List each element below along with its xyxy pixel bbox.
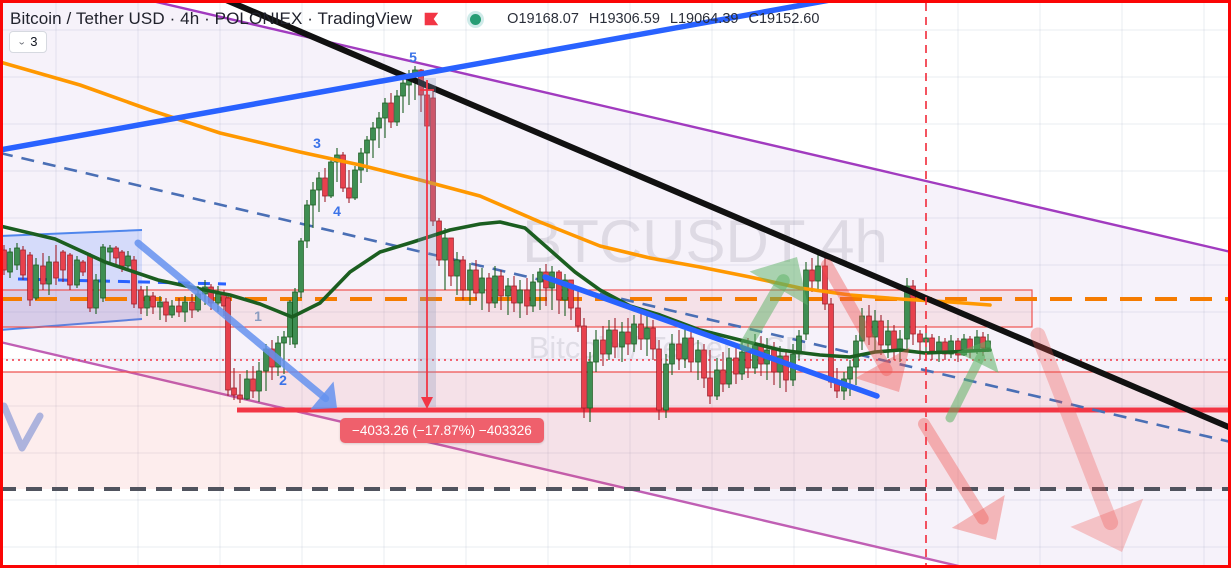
chevron-down-icon: ⌄ [17, 37, 27, 47]
drawings-dropdown-button[interactable]: ⌄ 3 [9, 31, 48, 53]
drawings-count: 3 [30, 34, 38, 49]
green-up-arrow-small-head [956, 340, 999, 374]
wave-label-2: 2 [279, 372, 287, 388]
wave-label-4: 4 [333, 203, 341, 219]
close-value: C19152.60 [748, 11, 820, 27]
red-down-arrow-3-head [1070, 498, 1144, 552]
flag-icon[interactable] [422, 10, 440, 28]
red-down-arrow-3[interactable] [1030, 327, 1119, 531]
measure-tool-label: −4033.26 (−17.87%) −403326 [340, 418, 544, 443]
blue-box-bottom[interactable] [3, 318, 143, 331]
red-down-arrow-2-head [951, 494, 1005, 540]
symbol-legend: Bitcoin / Tether USD · 4h · POLONIEX · T… [10, 8, 819, 30]
black-downtrend-line[interactable] [225, 3, 1228, 430]
ohlc-readout: O19168.07 H19306.59 L19064.39 C19152.60 [507, 11, 819, 27]
red-down-arrow-2[interactable] [918, 418, 989, 525]
wave-label-1: 1 [254, 308, 262, 324]
channel-fill [3, 3, 1228, 565]
blue-rising-line[interactable] [3, 3, 830, 153]
channel-bottom-line[interactable] [3, 341, 967, 565]
blue-check-arrowhead[interactable] [3, 402, 44, 452]
blue-falling-trendline[interactable] [542, 274, 880, 399]
measure-arrowhead-icon [421, 397, 433, 409]
green-ma [3, 220, 992, 359]
red-down-arrow-1-head [855, 347, 910, 392]
lower-zone[interactable] [3, 372, 1228, 489]
green-up-arrow-small[interactable] [945, 352, 986, 423]
blue-dashed-line[interactable] [3, 152, 1228, 443]
low-value: L19064.39 [669, 11, 739, 27]
green-up-arrow-large[interactable] [739, 274, 790, 352]
high-value: H19306.59 [588, 11, 660, 27]
green-up-arrow-large-head [749, 257, 808, 306]
blue-big-down-arrow[interactable] [134, 239, 330, 403]
market-status-dot [470, 13, 482, 25]
orange-ma [3, 60, 992, 307]
blue-box-top[interactable] [3, 229, 143, 237]
open-value: O19168.07 [507, 11, 579, 27]
wave-label-3: 3 [313, 135, 321, 151]
blue-box-midline [17, 277, 227, 286]
wave-label-5: 5 [409, 49, 417, 65]
watermark-symbol: BTCUSDT 4h [522, 208, 888, 275]
red-down-arrow-1[interactable] [821, 259, 893, 377]
symbol-title: Bitcoin / Tether USD · 4h · POLONIEX · T… [10, 9, 413, 28]
blue-big-down-arrow-head [310, 381, 337, 410]
